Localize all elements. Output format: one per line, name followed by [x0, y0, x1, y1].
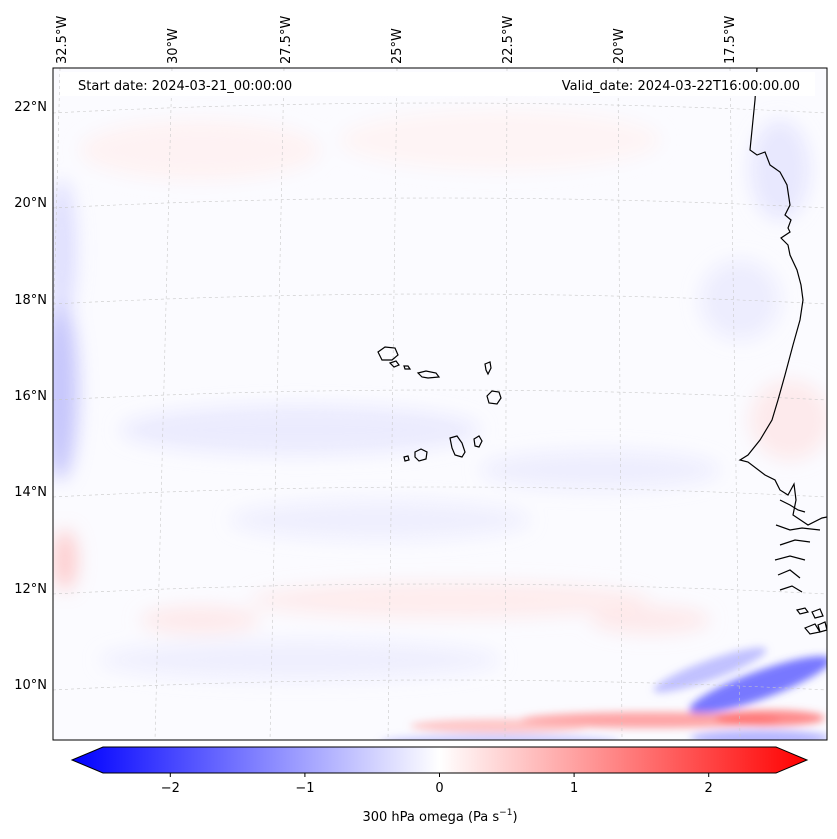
colorbar-tick-label: 2: [705, 781, 713, 796]
africa-coastline: [738, 68, 827, 526]
lon-label-30w: 30°W: [166, 28, 181, 64]
map-panel: Start date: 2024-03-21_00:00:00 Valid_da…: [53, 68, 827, 740]
lat-label-16n: 16°N: [14, 389, 47, 404]
colorbar-bar: [70, 746, 809, 774]
omega-field: [53, 110, 827, 680]
lat-label-14n: 14°N: [14, 485, 47, 500]
colorbar-label-close: ): [512, 810, 517, 825]
island-sao-vicente: [388, 360, 400, 368]
lat-label-10n: 10°N: [14, 678, 47, 693]
cabo-verde-islands: [377, 346, 502, 462]
island-brava: [403, 455, 410, 462]
senegal-coast-detail: [774, 499, 821, 593]
colorbar-label: 300 hPa omega (Pa s−1): [362, 808, 517, 825]
island-sal: [484, 361, 492, 376]
map-frame: [52, 67, 828, 741]
colorbar: −2 −1 0 1 2 300 hPa omega (Pa s−1): [70, 746, 809, 825]
lon-label-22-5w: 22.5°W: [501, 16, 516, 64]
omega-field-strong: [383, 647, 827, 740]
longitude-labels: 32.5°W 30°W 27.5°W 25°W 22.5°W 20°W 17.5…: [55, 16, 738, 64]
lat-label-20n: 20°N: [14, 196, 47, 211]
latitude-labels: 22°N 20°N 18°N 16°N 14°N 12°N 10°N: [14, 100, 47, 693]
lat-label-18n: 18°N: [14, 293, 47, 308]
lat-label-12n: 12°N: [14, 582, 47, 597]
colorbar-tick-label: 1: [570, 781, 578, 796]
island-fogo: [414, 448, 428, 462]
colorbar-label-main: 300 hPa omega (Pa s: [362, 810, 499, 825]
info-strip: [60, 72, 815, 96]
colorbar-label-exponent: −1: [499, 808, 512, 818]
graticule: [53, 68, 827, 740]
lon-label-20w: 20°W: [612, 28, 627, 64]
island-santiago: [449, 435, 466, 458]
island-boa-vista: [486, 390, 502, 405]
start-date-label: Start date: 2024-03-21_00:00:00: [78, 79, 292, 94]
island-maio: [473, 435, 483, 448]
colorbar-tick-label: −2: [161, 781, 180, 796]
colorbar-ticks: −2 −1 0 1 2: [161, 773, 713, 796]
island-sao-nicolau: [416, 370, 441, 379]
colorbar-tick-label: −1: [295, 781, 314, 796]
lon-label-32-5w: 32.5°W: [55, 16, 70, 64]
island-santo-antao: [377, 346, 399, 361]
island-santa-luzia: [403, 365, 412, 370]
lon-label-25w: 25°W: [390, 28, 405, 64]
bissau-islands: [795, 607, 827, 635]
lat-label-22n: 22°N: [14, 100, 47, 115]
valid-date-label: Valid_date: 2024-03-22T16:00:00.00: [562, 79, 800, 94]
lon-label-27-5w: 27.5°W: [279, 16, 294, 64]
lon-label-17-5w: 17.5°W: [723, 16, 738, 64]
coastline: [738, 68, 827, 635]
colorbar-tick-label: 0: [435, 781, 443, 796]
